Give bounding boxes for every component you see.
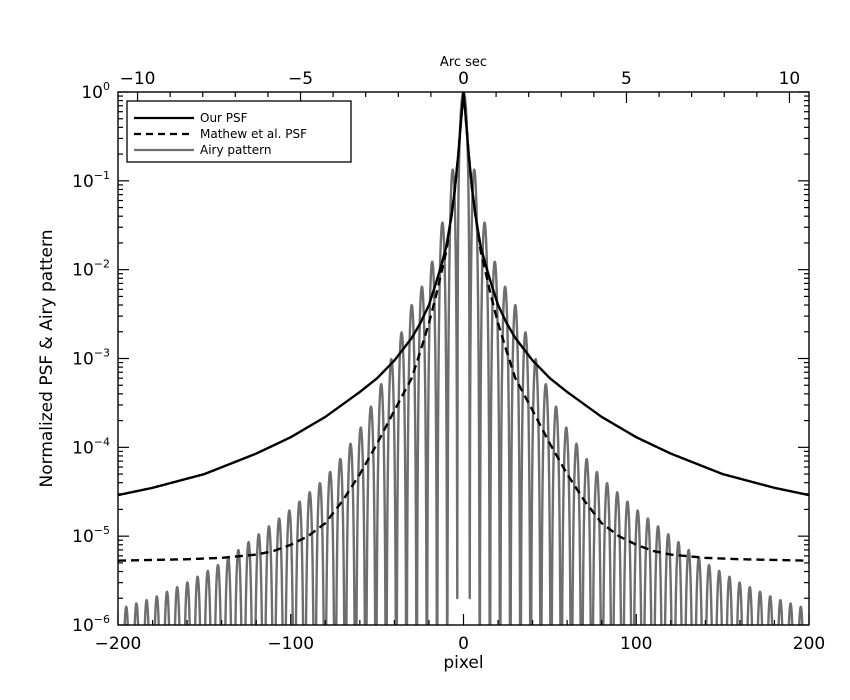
legend-label-airy: Airy pattern xyxy=(200,143,271,157)
top-x-tick-label: −10 xyxy=(120,69,156,89)
legend-box xyxy=(126,100,352,163)
legend-label-mathew-psf: Mathew et al. PSF xyxy=(200,127,307,141)
x-tick-label: −200 xyxy=(95,634,142,654)
x-tick-label: 0 xyxy=(458,634,469,654)
series-mathew-psf xyxy=(118,92,809,562)
legend: Our PSF Mathew et al. PSF Airy pattern xyxy=(126,100,352,163)
top-x-tick-label: 10 xyxy=(779,69,801,89)
x-axis-title: pixel xyxy=(443,653,483,673)
top-axis-title: Arc sec xyxy=(440,55,487,70)
x-tick-label: −100 xyxy=(267,634,314,654)
x-tick-label: 100 xyxy=(620,634,652,654)
top-x-tick-label: 0 xyxy=(458,69,469,89)
y-axis-title: Normalized PSF & Airy pattern xyxy=(37,230,57,488)
top-x-tick-label: 5 xyxy=(621,69,632,89)
top-x-tick-label: −5 xyxy=(288,69,313,89)
x-tick-label: 200 xyxy=(793,634,825,654)
legend-label-our-psf: Our PSF xyxy=(200,111,248,125)
series-our-psf xyxy=(118,92,809,497)
y-tick-label: 100 xyxy=(81,80,110,103)
